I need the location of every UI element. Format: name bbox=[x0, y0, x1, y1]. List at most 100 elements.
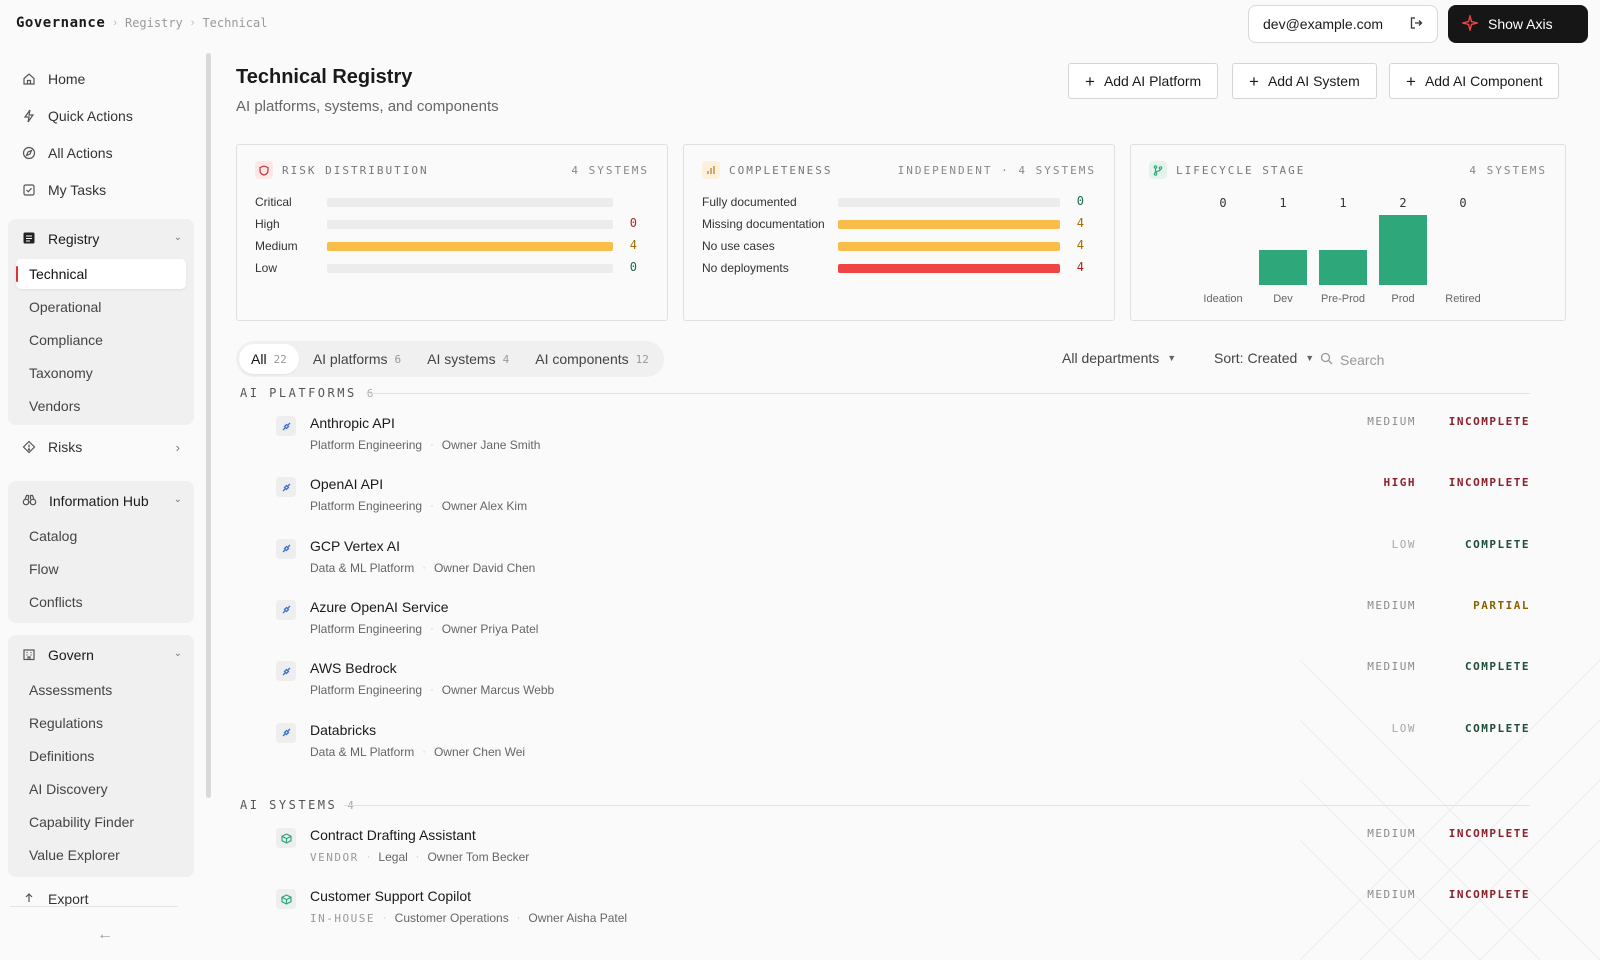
card-meta: INDEPENDENT · 4 SYSTEMS bbox=[897, 163, 1096, 177]
cube-icon bbox=[276, 889, 296, 910]
status-badge: INCOMPLETE bbox=[1448, 476, 1530, 490]
breadcrumb-root[interactable]: Governance bbox=[16, 15, 106, 31]
sidebar-item-registry[interactable]: Registry ⌄ bbox=[8, 219, 194, 259]
sidebar-item-risks[interactable]: Risks › bbox=[8, 430, 194, 464]
tab-all[interactable]: All 22 bbox=[239, 344, 299, 374]
lifecycle-count: 2 bbox=[1399, 196, 1407, 210]
list-item[interactable]: Customer Support Copilot IN-HOUSE · Custome… bbox=[276, 883, 1568, 939]
plug-icon bbox=[276, 416, 296, 436]
sidebar-item-export[interactable]: Export bbox=[8, 886, 194, 906]
owner: Owner Marcus Webb bbox=[441, 683, 555, 698]
sidebar-item-catalog[interactable]: Catalog bbox=[29, 528, 78, 544]
sidebar-item-operational[interactable]: Operational bbox=[29, 299, 102, 315]
user-menu[interactable]: dev@example.com bbox=[1248, 5, 1438, 43]
sidebar-item-my-tasks[interactable]: My Tasks bbox=[8, 173, 194, 207]
sidebar-group-information-hub: Information Hub ⌄ Catalog Flow Conflicts bbox=[8, 481, 194, 623]
risk-badge: MEDIUM bbox=[1367, 660, 1416, 674]
sidebar-item-ai-discovery[interactable]: AI Discovery bbox=[29, 781, 108, 797]
bar-value: 4 bbox=[1076, 238, 1084, 252]
tab-ai-platforms[interactable]: AI platforms 6 bbox=[301, 344, 413, 374]
search-icon bbox=[1320, 352, 1333, 368]
collapse-sidebar-icon[interactable]: ← bbox=[97, 926, 113, 943]
separator-dot: · bbox=[422, 561, 426, 574]
tab-ai-components[interactable]: AI components 12 bbox=[523, 344, 661, 374]
bar-fill bbox=[327, 242, 613, 251]
chevron-down-icon: ⌄ bbox=[173, 494, 182, 505]
owner: Owner Jane Smith bbox=[441, 438, 541, 452]
lifecycle-bar[interactable] bbox=[1259, 250, 1307, 285]
logout-icon[interactable] bbox=[1409, 16, 1423, 33]
bar-fill bbox=[838, 264, 1060, 273]
show-axis-button[interactable]: Show Axis bbox=[1448, 5, 1588, 43]
sidebar-item-flow[interactable]: Flow bbox=[29, 561, 59, 577]
list-item[interactable]: Contract Drafting Assistant VENDOR · Legal ·… bbox=[276, 822, 1568, 878]
list-item[interactable]: GCP Vertex AI Data & ML Platform · Owner Da… bbox=[276, 533, 1568, 589]
list-item[interactable]: Anthropic API Platform Engineering · Owner … bbox=[276, 410, 1568, 466]
sidebar-item-assessments[interactable]: Assessments bbox=[29, 682, 113, 698]
sidebar-item-taxonomy[interactable]: Taxonomy bbox=[29, 365, 93, 381]
sourcing-tag: VENDOR bbox=[310, 850, 359, 864]
section-title: AI SYSTEMS bbox=[240, 798, 338, 812]
sidebar-item-compliance[interactable]: Compliance bbox=[29, 332, 103, 348]
lifecycle-bar[interactable] bbox=[1319, 250, 1367, 285]
department: Data & ML Platform bbox=[310, 744, 415, 759]
show-axis-label: Show Axis bbox=[1488, 16, 1553, 32]
card-meta: 4 SYSTEMS bbox=[571, 163, 649, 177]
list-item[interactable]: AWS Bedrock Platform Engineering · Owner Ma… bbox=[276, 655, 1568, 711]
add-ai-platform-button[interactable]: + Add AI Platform bbox=[1068, 63, 1219, 99]
bar-value: 0 bbox=[629, 260, 637, 274]
sidebar-scrollbar[interactable] bbox=[206, 53, 211, 798]
breadcrumb-registry[interactable]: Registry bbox=[124, 16, 183, 30]
sidebar-item-vendors[interactable]: Vendors bbox=[29, 398, 81, 414]
sidebar-item-value-explorer[interactable]: Value Explorer bbox=[29, 847, 120, 863]
tab-count: 22 bbox=[273, 352, 287, 366]
compass-icon bbox=[22, 146, 36, 160]
add-ai-component-button[interactable]: + Add AI Component bbox=[1389, 63, 1560, 99]
list-item[interactable]: OpenAI API Platform Engineering · Owner Ale… bbox=[276, 471, 1568, 527]
search-input[interactable]: Search bbox=[1320, 348, 1530, 372]
lifecycle-bar[interactable] bbox=[1379, 215, 1427, 285]
tab-count: 6 bbox=[394, 352, 402, 366]
department-dropdown[interactable]: All departments ▼ bbox=[1062, 350, 1176, 366]
lifecycle-count: 1 bbox=[1339, 196, 1347, 210]
owner: Owner David Chen bbox=[433, 560, 536, 575]
item-meta: Data & ML Platform · Owner David Chen bbox=[310, 561, 535, 575]
diamond-icon bbox=[22, 440, 36, 454]
separator-dot: · bbox=[516, 912, 521, 925]
owner: Owner Aisha Patel bbox=[528, 911, 628, 926]
item-name: Anthropic API bbox=[310, 415, 395, 431]
cube-icon bbox=[276, 828, 296, 848]
bar-label: No deployments bbox=[702, 261, 789, 275]
sidebar-item-home[interactable]: Home bbox=[8, 62, 194, 96]
section-header: AI PLATFORMS6 bbox=[240, 386, 373, 400]
plus-icon: + bbox=[1249, 71, 1259, 91]
list-item[interactable]: Azure OpenAI Service Platform Engineering… bbox=[276, 594, 1568, 650]
sidebar-item-capability-finder[interactable]: Capability Finder bbox=[29, 814, 135, 830]
separator-dot: · bbox=[422, 745, 426, 758]
bar-track bbox=[838, 198, 1060, 207]
tab-ai-systems[interactable]: AI systems 4 bbox=[415, 344, 521, 374]
tab-count: 4 bbox=[502, 352, 510, 366]
sidebar-item-information-hub[interactable]: Information Hub ⌄ bbox=[8, 481, 194, 521]
list-item[interactable]: Databricks Data & ML Platform · Owner Chen … bbox=[276, 717, 1568, 773]
sidebar-item-regulations[interactable]: Regulations bbox=[29, 715, 103, 731]
sidebar-item-conflicts[interactable]: Conflicts bbox=[29, 594, 83, 610]
tab-label: AI platforms bbox=[312, 351, 388, 367]
owner: Owner Chen Wei bbox=[433, 744, 526, 759]
sort-dropdown[interactable]: Sort: Created ▼ bbox=[1214, 350, 1314, 366]
sidebar-item-technical[interactable]: Technical bbox=[16, 259, 186, 289]
sidebar-item-quick-actions[interactable]: Quick Actions bbox=[8, 99, 194, 133]
bar-track bbox=[327, 198, 613, 207]
sidebar-item-definitions[interactable]: Definitions bbox=[29, 748, 95, 764]
bar-label: Missing documentation bbox=[702, 217, 825, 231]
breadcrumb-separator-icon: › bbox=[113, 17, 117, 29]
chevron-right-icon: › bbox=[175, 439, 180, 455]
status-badge: COMPLETE bbox=[1465, 660, 1530, 674]
sidebar-item-all-actions[interactable]: All Actions bbox=[8, 136, 194, 170]
top-bar: Governance › Registry › Technical dev@ex… bbox=[0, 0, 1600, 50]
lifecycle-label: Ideation bbox=[1203, 293, 1243, 305]
item-meta: Platform Engineering · Owner Marcus Webb bbox=[310, 683, 554, 697]
add-ai-system-button[interactable]: + Add AI System bbox=[1232, 63, 1377, 99]
bar-fill bbox=[838, 220, 1060, 229]
sidebar-item-govern[interactable]: Govern ⌄ bbox=[8, 635, 194, 675]
